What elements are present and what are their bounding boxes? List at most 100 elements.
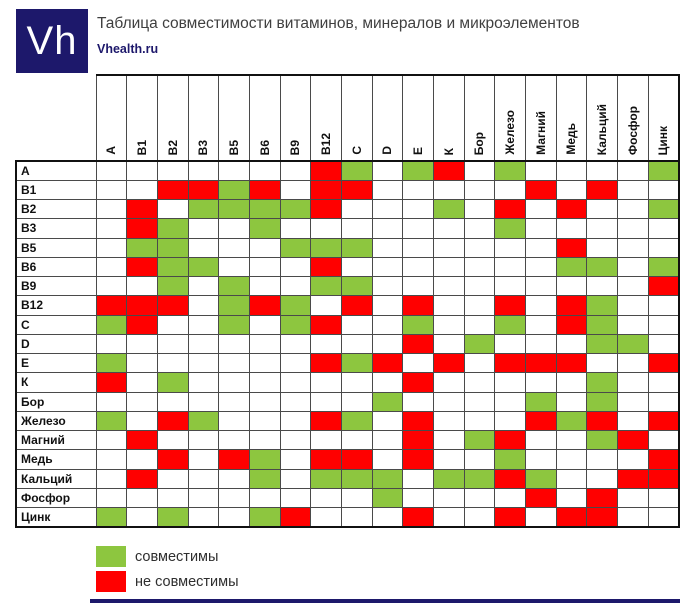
matrix-cell	[126, 275, 158, 297]
matrix-cell	[402, 314, 434, 335]
matrix-cell	[524, 372, 557, 393]
matrix-cell	[248, 237, 281, 258]
matrix-cell	[218, 487, 250, 509]
matrix-cell	[463, 237, 496, 258]
matrix-cell	[524, 487, 557, 509]
matrix-cell	[586, 179, 618, 201]
column-header-label: В1	[135, 139, 149, 155]
row-label-Кальций: Кальций	[15, 468, 97, 489]
matrix-cell	[310, 198, 342, 220]
row-label-Бор: Бор	[15, 391, 97, 412]
matrix-cell	[340, 487, 373, 509]
matrix-cell	[494, 314, 526, 335]
matrix-cell	[371, 372, 404, 393]
matrix-cell	[156, 372, 189, 393]
page-title: Таблица совместимости витаминов, минерал…	[97, 15, 580, 32]
row-label-В12: В12	[15, 295, 97, 316]
matrix-cell	[494, 333, 526, 355]
matrix-cell	[248, 506, 281, 528]
matrix-cell	[586, 352, 618, 374]
matrix-cell	[371, 429, 404, 451]
matrix-cell	[126, 449, 158, 470]
matrix-cell	[463, 468, 496, 489]
matrix-cell	[463, 159, 496, 181]
matrix-cell	[432, 237, 465, 258]
matrix-cell	[310, 506, 342, 528]
matrix-cell	[218, 218, 250, 239]
matrix-cell	[586, 429, 618, 451]
matrix-cell	[402, 391, 434, 412]
matrix-cell	[647, 237, 680, 258]
matrix-cell	[248, 275, 281, 297]
matrix-cell	[218, 275, 250, 297]
matrix-cell	[126, 391, 158, 412]
matrix-cell	[218, 198, 250, 220]
matrix-cell	[402, 410, 434, 432]
matrix-cell	[187, 372, 220, 393]
matrix-cell	[432, 372, 465, 393]
logo-text: Vh	[26, 18, 78, 63]
column-header-label: Магний	[533, 111, 548, 155]
matrix-cell	[95, 449, 128, 470]
matrix-cell	[432, 429, 465, 451]
matrix-cell	[95, 275, 128, 297]
matrix-cell	[524, 179, 557, 201]
matrix-cell	[340, 429, 373, 451]
column-header-Медь: Медь	[555, 74, 588, 162]
table-row-К: К	[15, 372, 680, 393]
column-header-Магний: Магний	[524, 74, 557, 162]
matrix-cell	[279, 275, 312, 297]
matrix-cell	[187, 333, 220, 355]
matrix-cell	[248, 372, 281, 393]
matrix-cell	[156, 333, 189, 355]
matrix-cell	[218, 256, 250, 278]
matrix-cell	[463, 410, 496, 432]
matrix-cell	[432, 410, 465, 432]
matrix-cell	[647, 391, 680, 412]
row-label-Фосфор: Фосфор	[15, 487, 97, 509]
matrix-cell	[126, 295, 158, 316]
matrix-cell	[310, 429, 342, 451]
matrix-cell	[402, 295, 434, 316]
legend-incompatible-label: не совместимы	[135, 573, 239, 590]
matrix-cell	[647, 468, 680, 489]
table-row-А: А	[15, 159, 680, 181]
matrix-cell	[524, 468, 557, 489]
matrix-cell	[340, 391, 373, 412]
matrix-cell	[95, 218, 128, 239]
column-header-label: Фосфор	[625, 105, 640, 155]
matrix-cell	[402, 218, 434, 239]
matrix-cell	[647, 295, 680, 316]
matrix-cell	[555, 218, 588, 239]
matrix-cell	[524, 218, 557, 239]
matrix-cell	[402, 256, 434, 278]
matrix-cell	[340, 179, 373, 201]
matrix-cell	[586, 333, 618, 355]
matrix-cell	[218, 179, 250, 201]
matrix-cell	[616, 314, 649, 335]
matrix-cell	[371, 449, 404, 470]
matrix-cell	[95, 314, 128, 335]
matrix-cell	[187, 314, 220, 335]
row-label-D: D	[15, 333, 97, 355]
matrix-cell	[463, 333, 496, 355]
table-row-Цинк: Цинк	[15, 506, 680, 528]
matrix-cell	[126, 237, 158, 258]
matrix-cell	[310, 256, 342, 278]
matrix-cell	[187, 179, 220, 201]
column-header-label: В9	[288, 139, 303, 155]
row-label-В6: В6	[15, 256, 97, 278]
matrix-cell	[340, 314, 373, 335]
matrix-cell	[156, 314, 189, 335]
matrix-cell	[402, 179, 434, 201]
column-header-Фосфор: Фосфор	[616, 74, 649, 162]
matrix-cell	[187, 410, 220, 432]
table-row-В1: В1	[15, 179, 680, 201]
matrix-cell	[340, 333, 373, 355]
matrix-cell	[402, 449, 434, 470]
matrix-cell	[248, 487, 281, 509]
matrix-cell	[95, 198, 128, 220]
matrix-cell	[95, 391, 128, 412]
matrix-cell	[555, 159, 588, 181]
matrix-cell	[524, 449, 557, 470]
